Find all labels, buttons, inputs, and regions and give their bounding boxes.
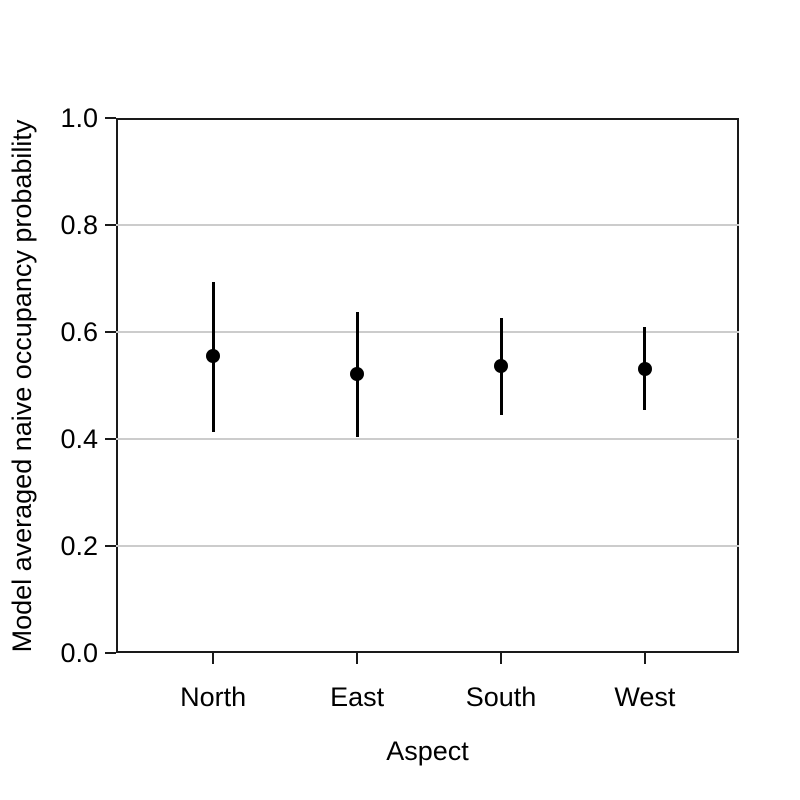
y-axis-tick [105, 545, 116, 547]
y-tick-label: 1.0 [60, 103, 98, 133]
y-tick-label: 0.2 [60, 531, 98, 561]
y-axis-tick [105, 331, 116, 333]
y-tick-label: 0.6 [60, 317, 98, 347]
gridline [116, 438, 739, 440]
y-axis-title: Model averaged naive occupancy probabili… [7, 119, 37, 653]
x-category-label: North [180, 682, 247, 712]
x-category-label: South [465, 682, 537, 712]
gridline [116, 545, 739, 547]
plot-area-box [116, 118, 739, 653]
x-axis-tick [500, 653, 502, 664]
gridline [116, 224, 739, 226]
gridline [116, 331, 739, 333]
y-axis-tick [105, 117, 116, 119]
point-south [494, 358, 508, 373]
x-axis-tick [212, 653, 215, 664]
y-tick-label: 0.8 [60, 210, 98, 240]
point-north [206, 349, 221, 364]
y-axis-tick [105, 224, 116, 226]
y-axis-tick [105, 652, 116, 654]
point-west [637, 362, 652, 377]
y-tick-label: 0.4 [60, 424, 98, 454]
x-axis-title: Aspect [386, 736, 469, 766]
point-east [350, 366, 365, 381]
x-axis-tick [643, 653, 646, 664]
x-category-label: West [614, 682, 676, 712]
y-tick-label: 0.0 [60, 638, 98, 668]
x-axis-tick [356, 653, 359, 664]
x-category-label: East [330, 682, 385, 712]
y-axis-tick [105, 438, 116, 440]
